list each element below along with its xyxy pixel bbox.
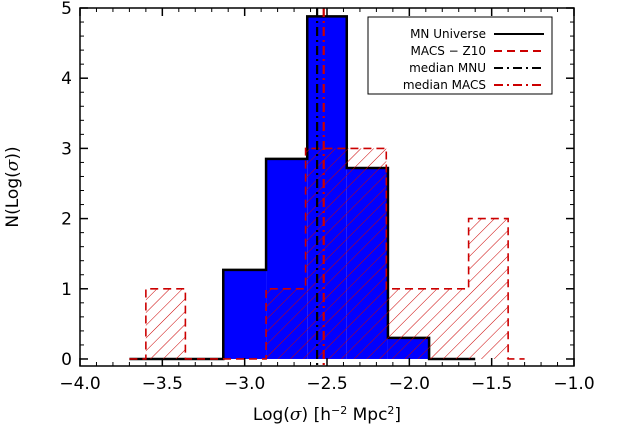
y-tick-label: 5: [61, 0, 72, 19]
legend-label: MACS − Z10: [410, 44, 486, 58]
y-tick-label: 4: [61, 69, 72, 89]
macs-z10-outline: [129, 147, 525, 360]
median-lines: [316, 8, 325, 366]
axis-ticks: −4.0 −3.5 −3.0 −2.5 −2.0 −1.5 −1.0 0 1 2 3 4 5: [59, 0, 594, 394]
macs-z10-bar-7: [386, 288, 428, 359]
macs-z10-bars: [129, 147, 525, 360]
macs-z10-bar-9: [468, 218, 509, 359]
y-axis-title: N(Log(σ)): [3, 146, 23, 227]
legend-box: [367, 16, 553, 95]
x-tick-label: −3.0: [224, 374, 265, 394]
y-tick-label: 0: [61, 350, 72, 370]
y-tick-label: 3: [61, 139, 72, 159]
x-axis-title: Log(σ) [h−2 Mpc2]: [253, 404, 401, 426]
x-tick-label: −3.5: [142, 374, 183, 394]
y-tick-label: 1: [61, 280, 72, 300]
legend-label: MN Universe: [410, 27, 486, 41]
legend: MN Universe MACS − Z10 median MNU median MA…: [367, 16, 553, 95]
macs-z10-bar-4: [266, 288, 306, 359]
mn-universe-bar-1: [223, 269, 267, 359]
y-tick-label: 2: [61, 210, 72, 230]
x-tick-label: −1.0: [553, 374, 594, 394]
x-tick-label: −4.0: [59, 374, 100, 394]
macs-z10-bar-6: [346, 148, 387, 359]
x-tick-label: −2.5: [306, 374, 347, 394]
macs-z10-bar-5: [305, 148, 347, 359]
macs-z10-bar-8: [427, 288, 469, 359]
x-tick-label: −2.0: [389, 374, 430, 394]
x-tick-label: −1.5: [471, 374, 512, 394]
macs-z10-bar-1: [145, 288, 186, 359]
legend-label: median MNU: [409, 61, 486, 75]
legend-label: median MACS: [403, 78, 486, 92]
